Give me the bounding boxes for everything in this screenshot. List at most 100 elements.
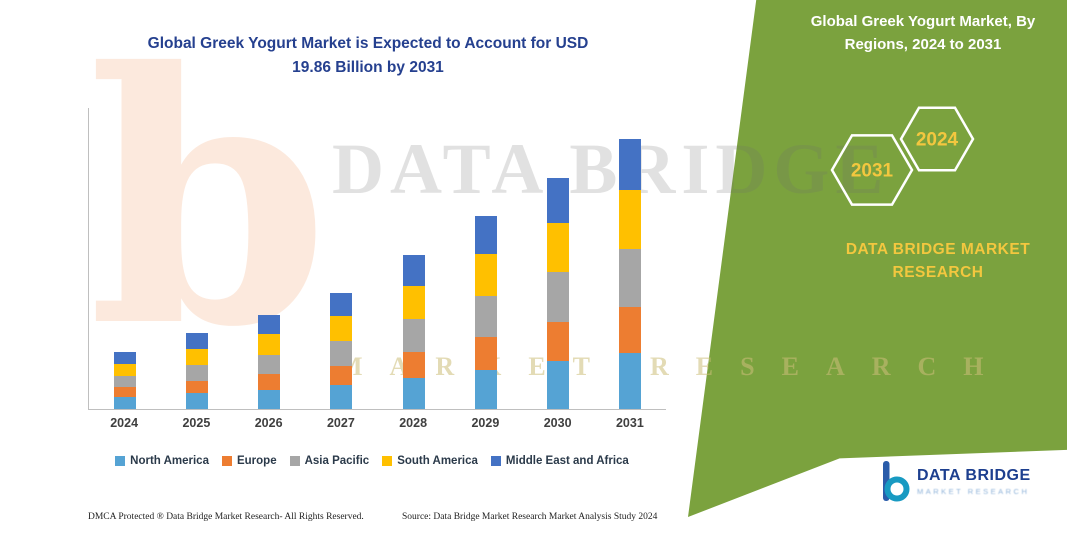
segment-europe-2026 bbox=[258, 374, 281, 390]
segment-middle-east-and-africa-2031 bbox=[618, 139, 641, 191]
x-axis-label-2026: 2026 bbox=[254, 416, 283, 430]
legend-item-europe: Europe bbox=[221, 455, 277, 467]
segment-south-america-2026 bbox=[258, 334, 281, 355]
segment-europe-2031 bbox=[618, 307, 641, 354]
segment-north-america-2031 bbox=[618, 353, 641, 409]
stacked-bar-2030 bbox=[546, 177, 569, 409]
segment-south-america-2024 bbox=[114, 363, 137, 376]
x-axis-label-2028: 2028 bbox=[399, 416, 428, 430]
segment-south-america-2025 bbox=[186, 348, 209, 365]
x-axis-labels: 2024 2025 2026 2027 2028 2029 2030 2031 bbox=[88, 416, 666, 430]
segment-asia-pacific-2029 bbox=[474, 295, 497, 338]
panel-brand-line1: DATA BRIDGE MARKET bbox=[845, 241, 1031, 258]
segment-asia-pacific-2030 bbox=[546, 272, 569, 323]
panel-heading-line1: Global Greek Yogurt Market, By bbox=[810, 13, 1036, 30]
segment-europe-2027 bbox=[330, 365, 353, 386]
stacked-bar-2029 bbox=[474, 215, 497, 409]
segment-middle-east-and-africa-2027 bbox=[330, 292, 353, 316]
segment-asia-pacific-2026 bbox=[258, 354, 281, 375]
legend-swatch-asia-pacific bbox=[289, 456, 300, 466]
segment-north-america-2029 bbox=[474, 369, 497, 409]
legend-label-north-america: North America bbox=[130, 455, 209, 467]
segment-europe-2030 bbox=[546, 322, 569, 362]
segment-europe-2025 bbox=[186, 380, 209, 394]
chart-title-line1: Global Greek Yogurt Market is Expected t… bbox=[147, 35, 589, 52]
year-hexagons: 2024 2031 bbox=[830, 106, 975, 206]
chart-title-line2: 19.86 Billion by 2031 bbox=[292, 59, 444, 77]
legend-item-asia-pacific: Asia Pacific bbox=[289, 455, 370, 467]
x-axis-label-2029: 2029 bbox=[471, 416, 500, 430]
x-axis-label-2031: 2031 bbox=[615, 416, 644, 430]
legend-swatch-south-america bbox=[382, 456, 393, 466]
logo-text-block: DATA BRIDGE MARKET RESEARCH bbox=[917, 467, 1031, 496]
footer-dmca-text: DMCA Protected ® Data Bridge Market Rese… bbox=[88, 512, 364, 522]
panel-heading-line2: Regions, 2024 to 2031 bbox=[844, 36, 1002, 54]
legend-item-middle-east-and-africa: Middle East and Africa bbox=[490, 455, 629, 467]
segment-south-america-2027 bbox=[330, 315, 353, 342]
legend: North America Europe Asia Pacific South Ame… bbox=[62, 455, 682, 467]
stacked-bar-2025 bbox=[186, 333, 209, 409]
stacked-bar-2028 bbox=[402, 255, 425, 409]
legend-label-middle-east-and-africa: Middle East and Africa bbox=[505, 455, 629, 467]
segment-north-america-2026 bbox=[258, 390, 281, 409]
legend-label-south-america: South America bbox=[397, 455, 478, 467]
segment-south-america-2028 bbox=[402, 286, 425, 320]
segment-middle-east-and-africa-2024 bbox=[114, 351, 137, 364]
stacked-bar-2027 bbox=[330, 292, 353, 409]
segment-south-america-2031 bbox=[618, 190, 641, 249]
hexagon-2031-label: 2031 bbox=[851, 161, 894, 182]
logo-b-icon bbox=[883, 461, 910, 502]
segment-south-america-2030 bbox=[546, 222, 569, 273]
legend-swatch-europe bbox=[221, 456, 232, 466]
databridge-logo: DATA BRIDGE MARKET RESEARCH bbox=[880, 460, 1031, 502]
segment-asia-pacific-2025 bbox=[186, 364, 209, 381]
legend-swatch-middle-east-and-africa bbox=[490, 456, 501, 466]
bar-column-2024 bbox=[89, 108, 161, 409]
segment-north-america-2025 bbox=[186, 393, 209, 409]
panel-brand-text: DATA BRIDGE MARKET RESEARCH bbox=[808, 238, 1067, 285]
x-axis-label-2030: 2030 bbox=[543, 416, 572, 430]
segment-middle-east-and-africa-2025 bbox=[186, 333, 209, 349]
segment-asia-pacific-2031 bbox=[618, 248, 641, 308]
legend-item-south-america: South America bbox=[382, 455, 478, 467]
segment-south-america-2029 bbox=[474, 254, 497, 296]
bar-column-2028 bbox=[378, 108, 450, 409]
panel-heading: Global Greek Yogurt Market, By Regions, … bbox=[792, 10, 1054, 57]
segment-middle-east-and-africa-2028 bbox=[402, 255, 425, 287]
bar-column-2031 bbox=[594, 108, 666, 409]
hexagon-2024-shape bbox=[899, 106, 975, 172]
segment-europe-2028 bbox=[402, 351, 425, 378]
segment-north-america-2028 bbox=[402, 377, 425, 409]
segment-europe-2024 bbox=[114, 387, 137, 397]
segment-middle-east-and-africa-2029 bbox=[474, 215, 497, 255]
segment-middle-east-and-africa-2026 bbox=[258, 315, 281, 335]
hexagon-2024-label: 2024 bbox=[916, 130, 959, 151]
legend-label-asia-pacific: Asia Pacific bbox=[304, 455, 370, 467]
bar-column-2027 bbox=[305, 108, 377, 409]
segment-europe-2029 bbox=[474, 337, 497, 370]
segment-asia-pacific-2027 bbox=[330, 341, 353, 366]
logo-subtitle: MARKET RESEARCH bbox=[917, 486, 1030, 496]
chart-title: Global Greek Yogurt Market is Expected t… bbox=[108, 32, 628, 80]
plot-area bbox=[88, 108, 666, 410]
legend-item-north-america: North America bbox=[115, 455, 209, 467]
logo-title: DATA BRIDGE bbox=[917, 466, 1031, 484]
segment-north-america-2030 bbox=[546, 361, 569, 409]
panel-brand-line2: RESEARCH bbox=[892, 264, 984, 282]
footer-source-text: Source: Data Bridge Market Research Mark… bbox=[402, 512, 658, 522]
bar-column-2030 bbox=[522, 108, 594, 409]
legend-label-europe: Europe bbox=[236, 455, 277, 467]
x-axis-label-2025: 2025 bbox=[182, 416, 211, 430]
x-axis-label-2027: 2027 bbox=[326, 416, 355, 430]
segment-asia-pacific-2028 bbox=[402, 319, 425, 352]
hexagon-2031-shape bbox=[830, 134, 914, 206]
stacked-bar-2026 bbox=[258, 315, 281, 409]
stacked-bar-2031 bbox=[618, 139, 641, 409]
segment-middle-east-and-africa-2030 bbox=[546, 177, 569, 223]
stacked-bar-2024 bbox=[114, 351, 137, 409]
bar-column-2026 bbox=[233, 108, 305, 409]
segment-north-america-2027 bbox=[330, 385, 353, 409]
x-axis-label-2024: 2024 bbox=[110, 416, 139, 430]
bar-column-2029 bbox=[450, 108, 522, 409]
